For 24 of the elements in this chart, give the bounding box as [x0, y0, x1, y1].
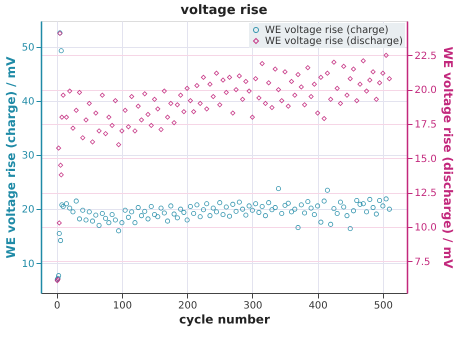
x-tick-label: 100 [112, 300, 132, 312]
y-tick-label: 10 [22, 258, 34, 270]
y2-tick-label: 20.0 [414, 85, 437, 96]
legend-label: WE voltage rise (discharge) [265, 36, 403, 47]
y2-tick-label: 17.5 [414, 120, 437, 131]
x-tick-label: 500 [374, 300, 393, 312]
chart-title: voltage rise [180, 3, 268, 18]
y-tick-label: 20 [22, 204, 34, 216]
y2-tick-label: 10.0 [414, 222, 437, 234]
y2-tick-label: 22.5 [414, 50, 437, 62]
y2-tick-label: 12.5 [414, 188, 437, 200]
x-tick-label: 0 [54, 300, 60, 312]
y-tick-label: 50 [22, 42, 34, 54]
legend-label: WE voltage rise (charge) [265, 25, 389, 36]
y-tick-label: 30 [22, 150, 34, 162]
x-tick-label: 200 [178, 300, 198, 312]
y-axis-title: WE voltage rise (charge) / mV [4, 56, 18, 258]
x-axis-title: cycle number [179, 312, 270, 326]
y2-tick-label: 7.5 [414, 256, 430, 268]
x-tick-label: 400 [308, 300, 328, 312]
y2-tick-label: 15.0 [414, 154, 437, 165]
x-tick-label: 300 [243, 300, 262, 312]
y-tick-label: 40 [22, 96, 34, 108]
y2-axis-title: WE voltage rise (discharge) / mV [440, 46, 455, 270]
